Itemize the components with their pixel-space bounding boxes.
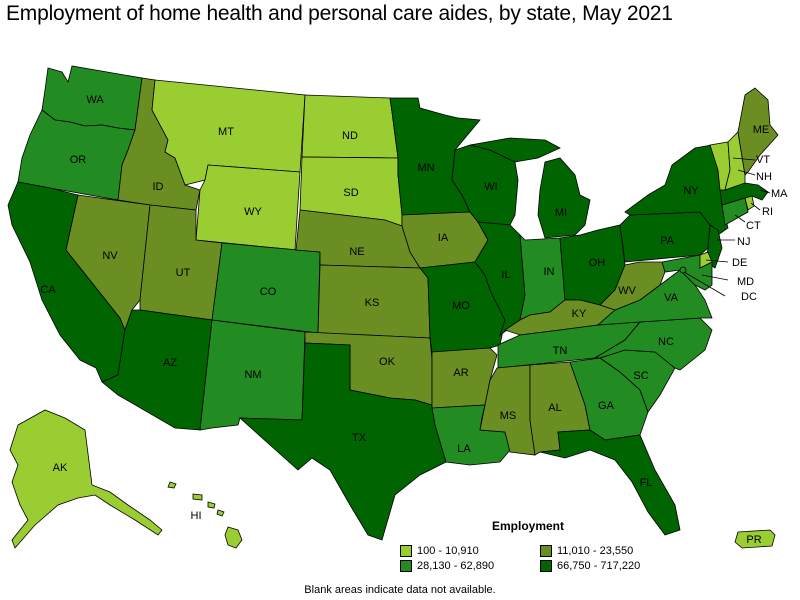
- leader-ri: [750, 202, 761, 211]
- label-CO: CO: [260, 286, 277, 298]
- legend-item-1: 100 - 10,910: [400, 545, 479, 557]
- label-KY: KY: [572, 308, 587, 320]
- label-IL: IL: [501, 269, 510, 281]
- state-DC[interactable]: [679, 266, 687, 274]
- leader-ma: [759, 189, 771, 194]
- leader-ct: [734, 214, 746, 223]
- label-MD: MD: [737, 276, 754, 288]
- label-HI: HI: [191, 510, 202, 522]
- label-IA: IA: [438, 232, 449, 244]
- label-DE: DE: [732, 257, 747, 269]
- label-WV: WV: [618, 285, 636, 297]
- label-FL: FL: [640, 477, 653, 489]
- label-NJ: NJ: [737, 236, 750, 248]
- label-NH: NH: [756, 171, 772, 183]
- label-UT: UT: [176, 267, 191, 279]
- label-AL: AL: [548, 402, 561, 414]
- legend-label-1: 100 - 10,910: [417, 545, 479, 557]
- label-WA: WA: [86, 94, 104, 106]
- label-ME: ME: [753, 124, 770, 136]
- label-OH: OH: [589, 257, 606, 269]
- legend-swatch-2: [540, 545, 552, 557]
- legend-swatch-3: [400, 560, 412, 572]
- leader-nh: [737, 169, 756, 176]
- label-MO: MO: [452, 300, 470, 312]
- label-AK: AK: [53, 462, 68, 474]
- label-MA: MA: [771, 188, 788, 200]
- legend-label-2: 11,010 - 23,550: [557, 545, 634, 557]
- label-MN: MN: [417, 162, 434, 174]
- label-WY: WY: [244, 206, 262, 218]
- label-ND: ND: [342, 130, 358, 142]
- label-GA: GA: [598, 400, 615, 412]
- label-CA: CA: [40, 284, 56, 296]
- label-LA: LA: [457, 443, 471, 455]
- legend-label-4: 66,750 - 717,220: [557, 560, 641, 572]
- label-OR: OR: [70, 154, 87, 166]
- state-WV[interactable]: [599, 261, 666, 311]
- label-SC: SC: [633, 370, 648, 382]
- state-AK[interactable]: [9, 409, 163, 549]
- state-FL[interactable]: [539, 429, 681, 536]
- label-NE: NE: [349, 246, 364, 258]
- label-KS: KS: [365, 297, 380, 309]
- label-MI: MI: [555, 207, 567, 219]
- state-ME[interactable]: [737, 87, 779, 176]
- footnote: Blank areas indicate data not available.: [304, 584, 496, 596]
- leader-md: [701, 274, 729, 281]
- label-DC: DC: [741, 291, 757, 303]
- leader-de: [705, 259, 729, 263]
- label-PR: PR: [746, 534, 761, 546]
- state-ND[interactable]: [301, 94, 399, 159]
- state-MT[interactable]: [151, 79, 306, 186]
- legend-swatch-1: [400, 545, 412, 557]
- label-NC: NC: [658, 336, 674, 348]
- legend-label-3: 28,130 - 62,890: [417, 560, 495, 572]
- label-NV: NV: [102, 250, 118, 262]
- label-VT: VT: [756, 154, 770, 166]
- state-TX[interactable]: [238, 342, 447, 541]
- leader-dc: [683, 271, 726, 297]
- legend-item-2: 11,010 - 23,550: [540, 545, 633, 557]
- label-MT: MT: [218, 126, 234, 138]
- legend-item-4: 66,750 - 717,220: [540, 560, 640, 572]
- label-ID: ID: [153, 181, 164, 193]
- label-VA: VA: [664, 292, 679, 304]
- state-HI[interactable]: [167, 481, 243, 549]
- legend-swatch-4: [540, 560, 552, 572]
- legend-title: Employment: [492, 519, 565, 533]
- label-SD: SD: [343, 187, 358, 199]
- state-NC[interactable]: [593, 317, 713, 371]
- label-RI: RI: [762, 206, 773, 218]
- label-OK: OK: [379, 356, 396, 368]
- state-MI[interactable]: [469, 137, 591, 239]
- state-MA[interactable]: [719, 182, 769, 206]
- state-PR[interactable]: [734, 529, 776, 549]
- leader-vt: [732, 157, 756, 161]
- label-AZ: AZ: [163, 357, 177, 369]
- label-TX: TX: [352, 432, 367, 444]
- legend-item-3: 28,130 - 62,890: [400, 560, 494, 572]
- label-PA: PA: [660, 235, 675, 247]
- label-NY: NY: [683, 185, 699, 197]
- label-CT: CT: [746, 220, 761, 232]
- label-IN: IN: [544, 266, 555, 278]
- map-title: Employment of home health and personal c…: [6, 2, 673, 25]
- label-MS: MS: [500, 410, 517, 422]
- label-TN: TN: [553, 345, 568, 357]
- label-WI: WI: [484, 181, 497, 193]
- label-AR: AR: [453, 367, 468, 379]
- label-NM: NM: [244, 369, 261, 381]
